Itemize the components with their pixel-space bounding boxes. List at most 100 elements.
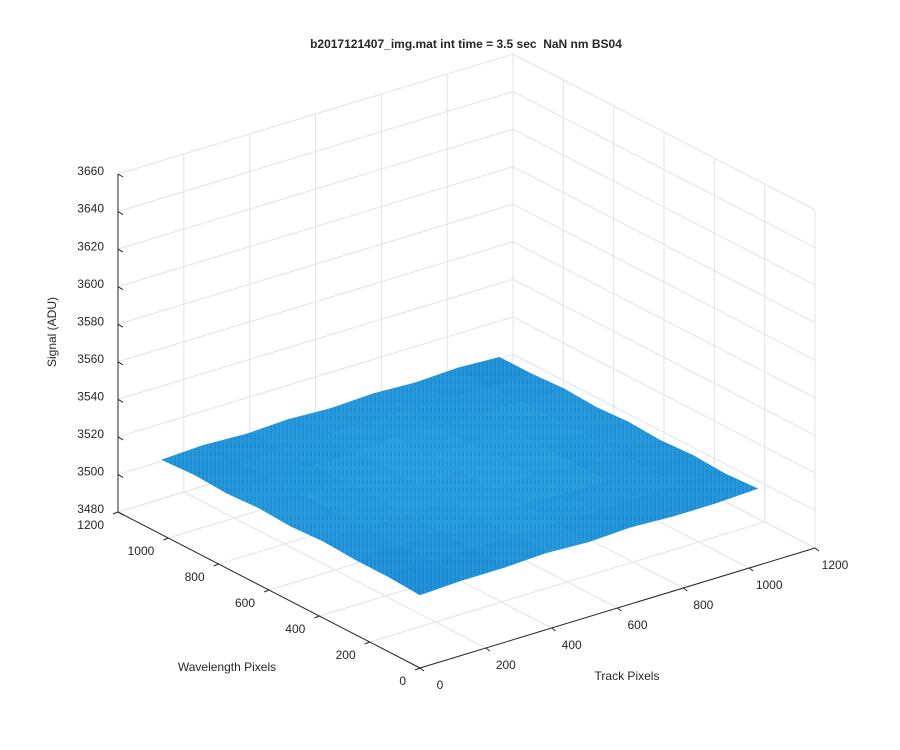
surface-texture <box>395 427 470 455</box>
surface-texture <box>598 497 673 528</box>
tick-mark <box>117 474 124 478</box>
surface-texture <box>439 519 515 551</box>
y-tick-label: 200 <box>336 648 356 662</box>
tick-mark <box>263 589 270 593</box>
z-tick-label: 3540 <box>77 390 104 404</box>
x-tick-label: 1200 <box>822 558 849 572</box>
z-tick-label: 3480 <box>77 502 104 516</box>
surface-texture <box>566 480 641 513</box>
x-tick-label: 200 <box>496 658 516 672</box>
grid-line <box>117 166 514 288</box>
z-tick-label: 3520 <box>77 427 104 441</box>
tick-mark <box>213 563 219 567</box>
tick-mark <box>683 587 688 592</box>
surface-texture <box>618 440 693 471</box>
tick-mark <box>617 607 622 612</box>
surface-texture <box>397 532 473 562</box>
grid-line <box>117 241 514 363</box>
tick-mark <box>419 667 425 672</box>
grid-line <box>117 53 514 175</box>
z-tick-label: 3500 <box>77 465 104 479</box>
surface-texture <box>491 475 567 505</box>
grid-line <box>117 91 514 213</box>
y-tick-label: 1000 <box>128 544 155 558</box>
grid-line <box>512 203 816 361</box>
z-tick-label: 3560 <box>77 352 104 366</box>
chart-title: b2017121407_img.mat int time = 3.5 sec N… <box>310 37 622 51</box>
grid-line <box>117 203 514 325</box>
surface-texture <box>429 550 505 581</box>
surface-texture <box>640 484 715 517</box>
tick-mark <box>117 248 124 253</box>
surface-texture <box>363 410 438 439</box>
grid-line <box>512 278 816 436</box>
y-tick-label: 400 <box>285 622 305 636</box>
tick-mark <box>485 647 491 652</box>
grid-line <box>117 278 514 400</box>
tick-mark <box>117 286 124 291</box>
x-tick-label: 400 <box>562 638 582 652</box>
grid-line <box>117 128 514 250</box>
tick-mark <box>117 436 124 441</box>
z-axis-label: Signal (ADU) <box>45 297 59 367</box>
surface-texture <box>387 561 463 595</box>
surface-texture <box>407 500 482 533</box>
surface-texture <box>608 470 683 498</box>
surface-texture <box>375 486 450 516</box>
grid-line <box>512 128 816 286</box>
tick-mark <box>551 627 556 632</box>
surface-texture <box>333 496 408 529</box>
grid-line <box>369 521 765 643</box>
tick-mark <box>117 361 124 366</box>
surface-texture <box>204 434 279 464</box>
surface-texture <box>449 489 525 520</box>
grid-line <box>117 316 514 438</box>
z-tick-label: 3600 <box>77 277 104 291</box>
y-tick-label: 1200 <box>77 518 104 532</box>
z-tick-label: 3580 <box>77 314 104 328</box>
surface-texture <box>524 493 599 524</box>
tick-mark <box>117 323 124 328</box>
tick-mark <box>117 211 124 215</box>
grid-line <box>512 241 816 399</box>
surface-texture <box>556 512 631 542</box>
surface-texture <box>553 407 629 435</box>
surface-texture <box>472 535 547 568</box>
surface-texture <box>501 447 577 476</box>
x-tick-label: 600 <box>627 618 647 632</box>
surface-texture <box>355 546 430 577</box>
surface-texture <box>288 408 364 437</box>
tick-mark <box>117 173 124 178</box>
y-axis-label: Wavelength Pixels <box>178 660 276 674</box>
tick-mark <box>314 615 320 619</box>
surface-texture <box>447 386 522 415</box>
surface-texture <box>258 495 334 527</box>
y-tick-label: 600 <box>235 596 255 610</box>
z-tick-label: 3660 <box>77 164 104 178</box>
grid-line <box>512 53 816 211</box>
z-tick-label: 3620 <box>77 239 104 253</box>
tick-mark <box>748 567 754 572</box>
y-tick-label: 800 <box>185 570 205 584</box>
z-tick-label: 3640 <box>77 202 104 216</box>
tick-mark <box>112 511 119 515</box>
x-tick-label: 0 <box>437 678 444 692</box>
surface-texture <box>427 443 502 472</box>
tick-mark <box>117 398 124 403</box>
x-axis-label: Track Pixels <box>595 669 660 683</box>
grid-line <box>512 91 816 248</box>
tick-mark <box>414 667 421 671</box>
surface-texture <box>365 515 440 547</box>
surface-texture <box>415 368 490 398</box>
y-tick-label: 0 <box>399 674 406 688</box>
tick-mark <box>814 547 820 552</box>
grid-line <box>512 354 816 511</box>
x-tick-label: 1000 <box>756 578 783 592</box>
grid-line <box>512 316 816 474</box>
surface-texture <box>682 473 758 504</box>
surface-texture <box>417 471 492 501</box>
surface-texture <box>481 504 557 536</box>
surface-texture <box>194 463 269 494</box>
surface-texture <box>343 467 418 497</box>
